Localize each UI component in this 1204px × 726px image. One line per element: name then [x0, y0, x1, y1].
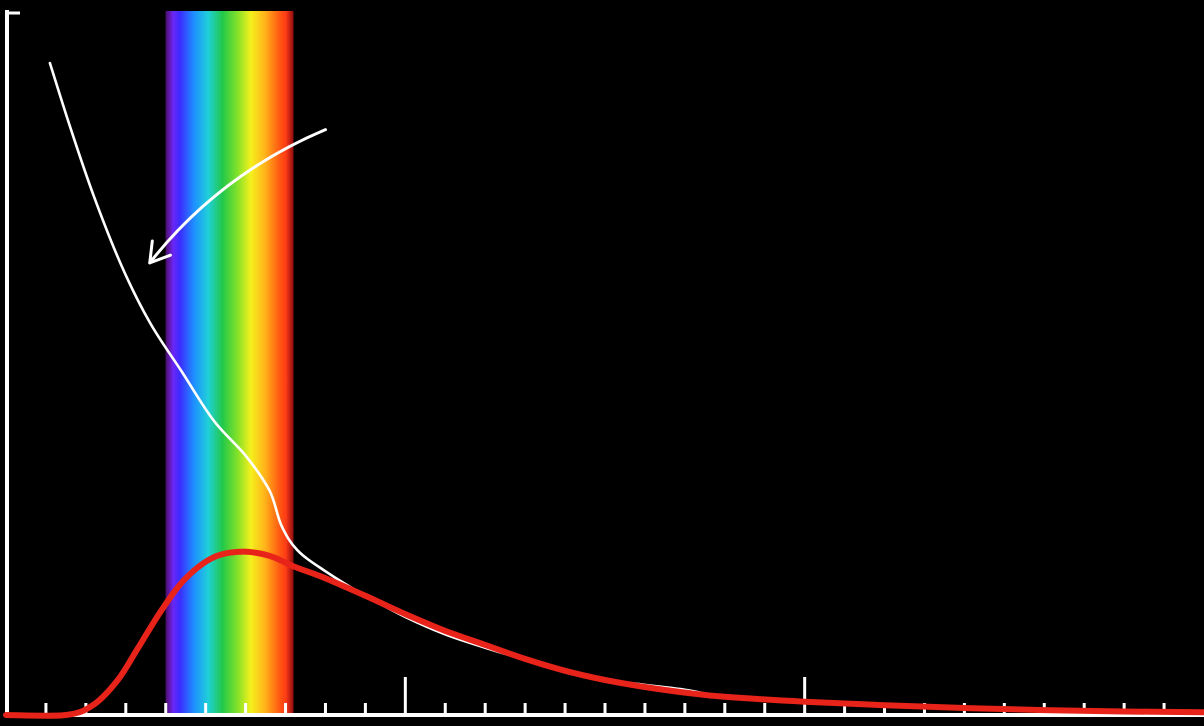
visible-spectrum-band-edge-shade — [165, 11, 294, 717]
red-curve-line — [3, 548, 1204, 719]
white-curve-line — [48, 61, 782, 703]
annotation-arrow-head — [148, 239, 172, 265]
annotation-arrow-shaft — [148, 128, 327, 265]
